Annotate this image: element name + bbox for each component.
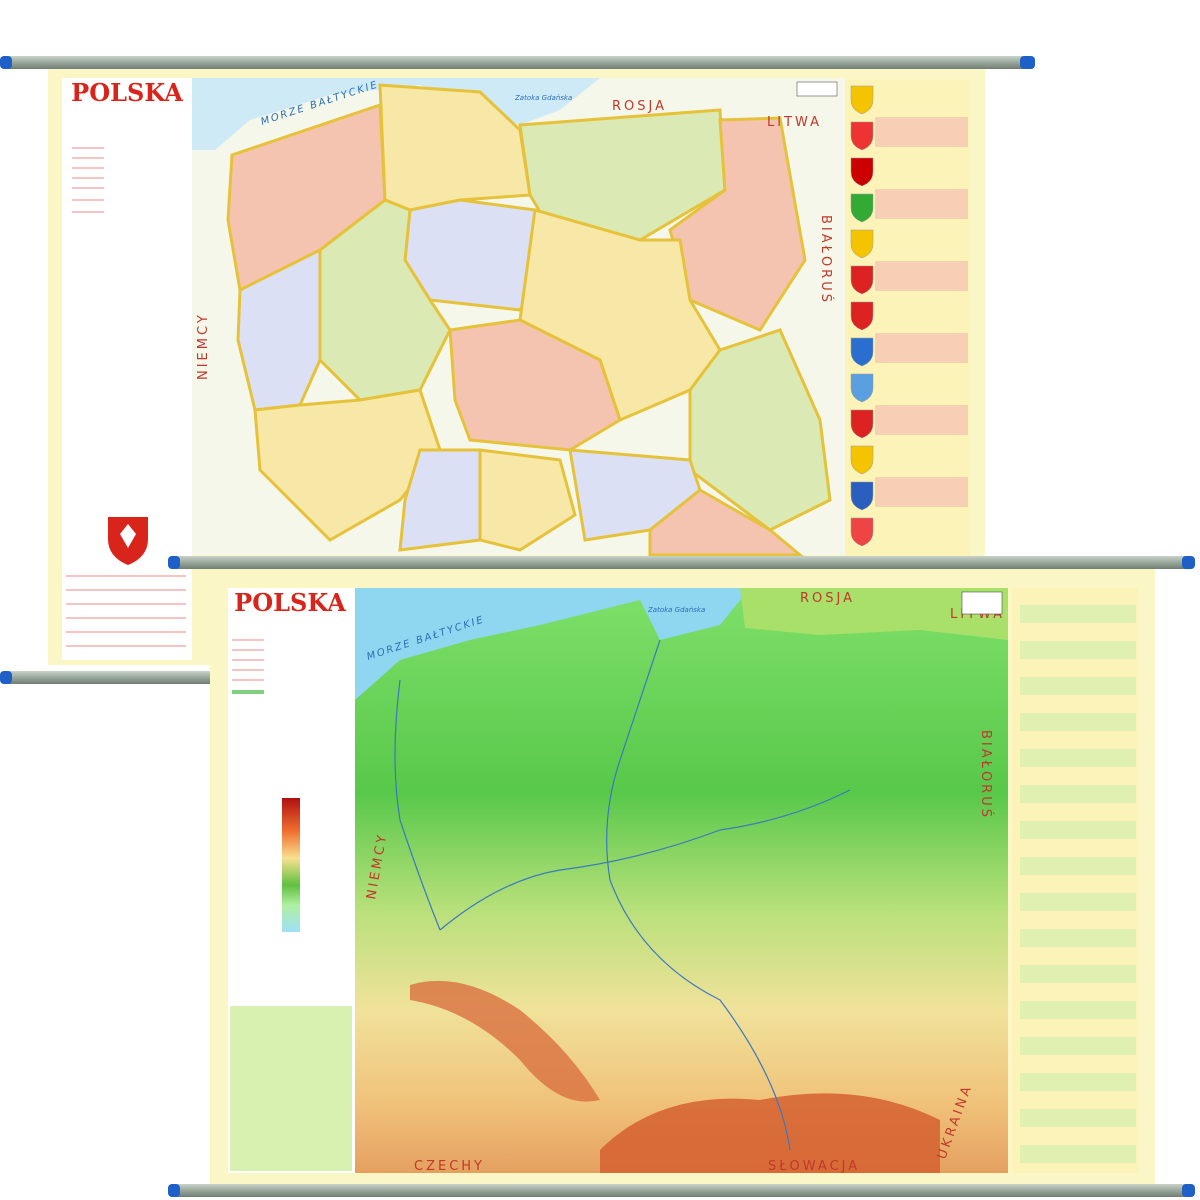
voivodeships	[226, 83, 832, 557]
kaliningrad	[740, 588, 1008, 640]
country-label: CZECHY	[414, 1159, 485, 1174]
bay-label: Zatoka Gdańska	[647, 606, 705, 614]
roller	[168, 556, 1195, 569]
coats-of-arms-panel	[845, 80, 970, 560]
side-panel	[1012, 588, 1138, 1173]
sudetes	[410, 980, 600, 1102]
eagle	[120, 524, 136, 548]
barcode	[796, 81, 838, 97]
country-label: BIAŁORUŚ	[818, 215, 834, 305]
left-panel	[62, 78, 192, 660]
elevation-scale	[282, 798, 300, 932]
roller	[168, 1184, 1195, 1197]
political-map-poster: POLSKA MORZE BAŁTYCKIE Zatoka Gda	[48, 68, 985, 665]
sea	[355, 588, 750, 700]
note-box	[230, 1006, 352, 1171]
roller-cap	[0, 56, 12, 69]
legend-lines	[232, 639, 264, 681]
map-area	[355, 588, 1008, 1173]
roller-cap	[1020, 56, 1035, 69]
roller-cap	[168, 1184, 180, 1197]
country-label: BIAŁORUŚ	[978, 730, 994, 820]
carpathians	[600, 1093, 940, 1173]
roller-cap	[1182, 1184, 1195, 1197]
roller-cap	[168, 556, 180, 569]
country-label: SŁOWACJA	[768, 1159, 860, 1174]
map-title: POLSKA	[71, 78, 183, 107]
legend-lines	[66, 147, 186, 647]
sea	[192, 78, 600, 150]
roller-cap	[0, 671, 12, 684]
country-label: LITWA	[767, 115, 822, 130]
barcode	[961, 591, 1003, 615]
roller	[0, 671, 215, 684]
roller	[0, 56, 1035, 69]
country-label: NIEMCY	[196, 312, 211, 380]
map-title: POLSKA	[234, 588, 346, 617]
physical-map-poster: POLSKA MORZE BAŁTYCKIE Zatoka Gdańska RO…	[210, 568, 1155, 1187]
bay-label: Zatoka Gdańska	[514, 94, 572, 102]
country-label: ROSJA	[612, 99, 667, 114]
country-label: ROSJA	[800, 591, 855, 606]
roller-cap	[1182, 556, 1195, 569]
rivers	[394, 639, 851, 1151]
legend-swatch	[232, 690, 264, 694]
